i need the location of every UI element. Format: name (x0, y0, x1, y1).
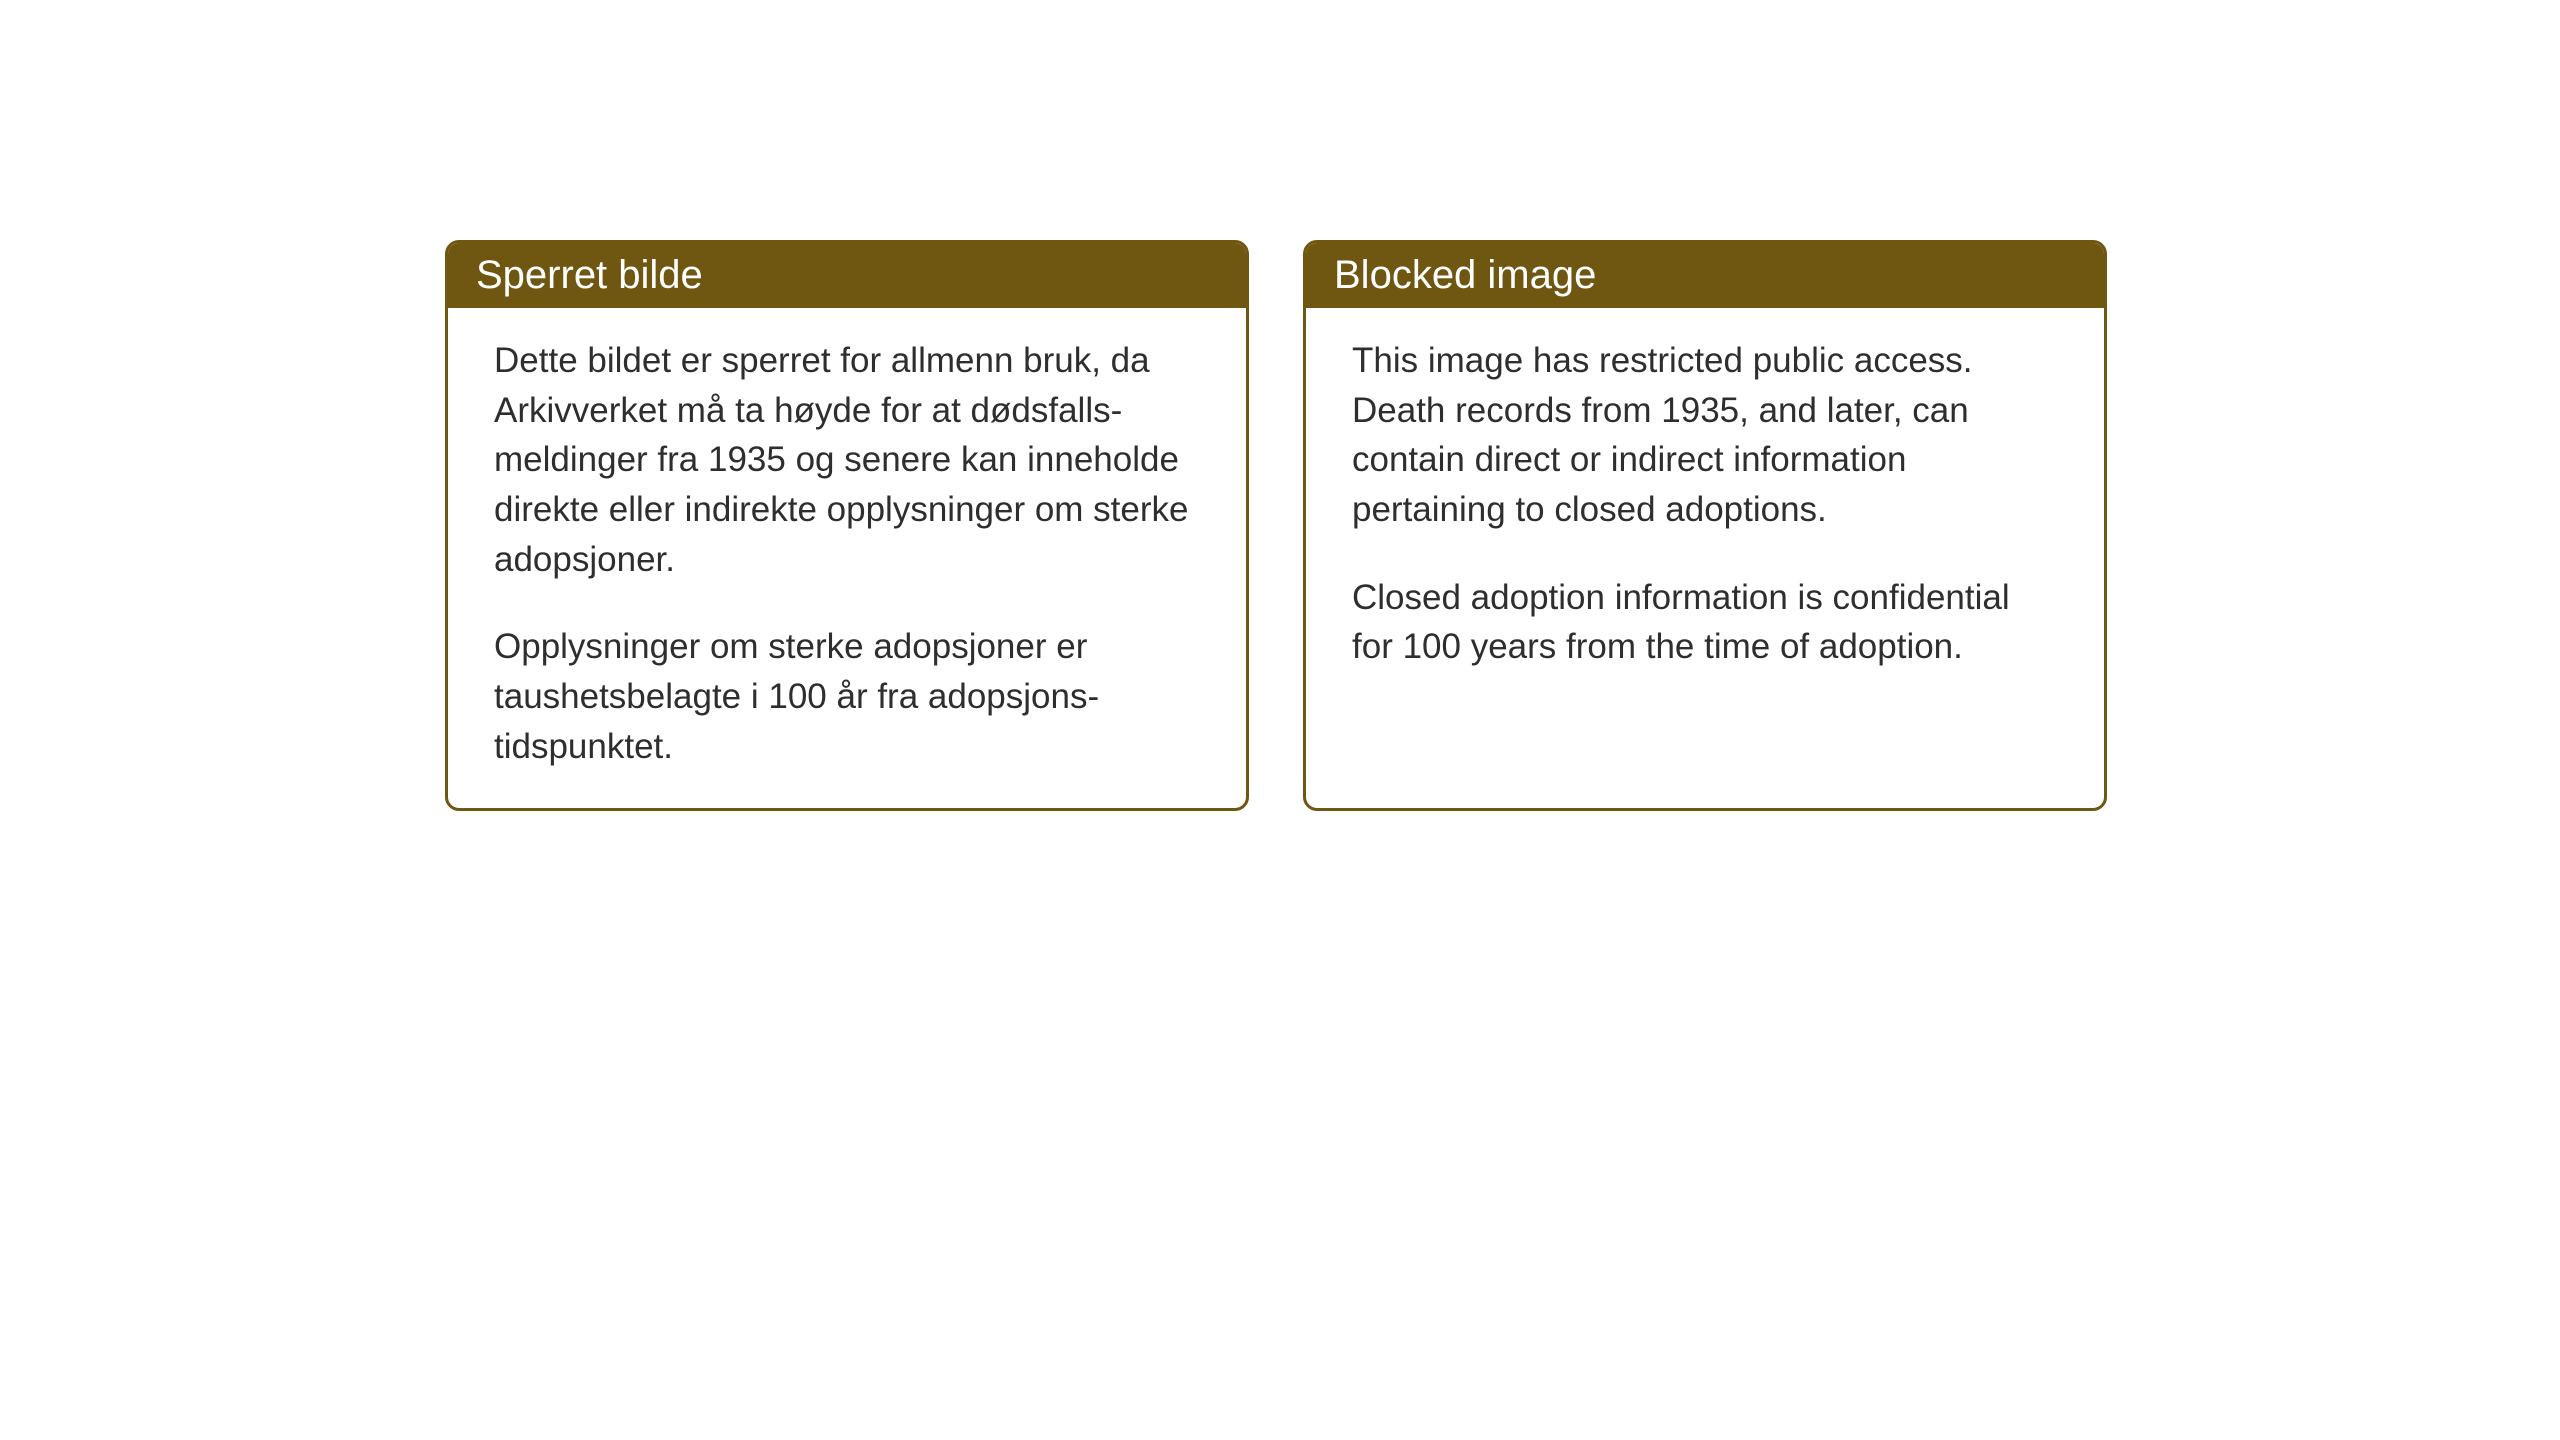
card-title-norwegian: Sperret bilde (476, 253, 703, 297)
notice-card-norwegian: Sperret bilde Dette bildet er sperret fo… (445, 240, 1249, 811)
card-header-norwegian: Sperret bilde (448, 243, 1246, 308)
notice-container: Sperret bilde Dette bildet er sperret fo… (445, 240, 2107, 811)
card-title-english: Blocked image (1334, 253, 1596, 297)
paragraph-english-2: Closed adoption information is confident… (1352, 573, 2058, 672)
paragraph-norwegian-2: Opplysninger om sterke adopsjoner er tau… (494, 622, 1200, 771)
card-body-norwegian: Dette bildet er sperret for allmenn bruk… (448, 308, 1246, 808)
paragraph-norwegian-1: Dette bildet er sperret for allmenn bruk… (494, 336, 1200, 584)
card-header-english: Blocked image (1306, 243, 2104, 308)
card-body-english: This image has restricted public access.… (1306, 308, 2104, 722)
paragraph-english-1: This image has restricted public access.… (1352, 336, 2058, 535)
notice-card-english: Blocked image This image has restricted … (1303, 240, 2107, 811)
